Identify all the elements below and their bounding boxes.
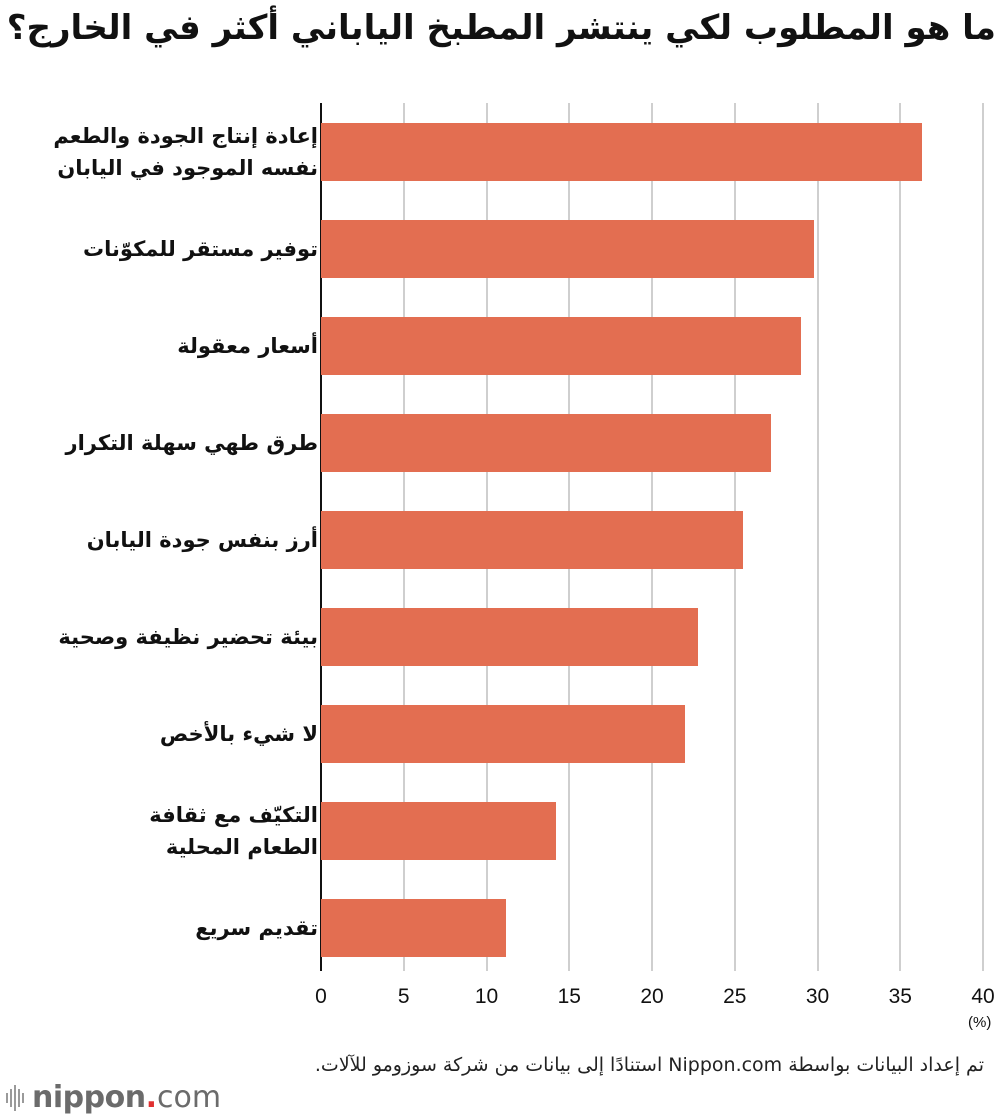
category-label: التكيّف مع ثقافة الطعام المحلية bbox=[149, 803, 318, 859]
category-label: أرز بنفس جودة اليابان bbox=[86, 528, 318, 552]
bar bbox=[321, 414, 772, 472]
category-label: أسعار معقولة bbox=[177, 334, 318, 358]
x-tick-label: 30 bbox=[805, 985, 830, 1008]
category-label: توفير مستقر للمكوّنات bbox=[83, 237, 318, 261]
x-tick-label: 5 bbox=[397, 985, 410, 1008]
chart-title: ما هو المطلوب لكي ينتشر المطبخ الياباني … bbox=[6, 8, 997, 48]
x-axis-unit: (%) bbox=[968, 1014, 992, 1031]
bar bbox=[321, 608, 699, 666]
x-tick-label: 15 bbox=[557, 985, 581, 1008]
category-label: بيئة تحضير نظيفة وصحية bbox=[58, 625, 318, 649]
gridline bbox=[982, 103, 984, 971]
bar bbox=[321, 899, 507, 957]
category-label: لا شيء بالأخص bbox=[159, 722, 318, 746]
x-tick-label: 40 bbox=[971, 985, 995, 1008]
x-tick-label: 0 bbox=[315, 985, 327, 1008]
bar bbox=[321, 123, 922, 181]
gridline bbox=[899, 103, 902, 971]
bar bbox=[321, 802, 556, 860]
logo-brand: nippon bbox=[32, 1080, 146, 1115]
sound-wave-icon bbox=[6, 1084, 24, 1111]
category-label: إعادة إنتاج الجودة والطعم نفسه الموجود في… bbox=[53, 124, 318, 180]
plot-area bbox=[320, 103, 984, 971]
x-tick-label: 20 bbox=[640, 985, 664, 1008]
bar bbox=[321, 220, 815, 278]
x-tick-label: 25 bbox=[723, 985, 747, 1008]
gridline bbox=[816, 103, 819, 971]
x-tick-label: 35 bbox=[888, 985, 912, 1008]
source-note: تم إعداد البيانات بواسطة Nippon.com استن… bbox=[314, 1054, 984, 1076]
bar bbox=[321, 317, 801, 375]
category-label: طرق طهي سهلة التكرار bbox=[65, 431, 318, 455]
logo-dot: . bbox=[145, 1080, 157, 1115]
logo-tld: com bbox=[156, 1080, 222, 1115]
x-tick-label: 10 bbox=[474, 985, 499, 1008]
bar bbox=[321, 511, 744, 569]
bar bbox=[321, 705, 686, 763]
category-label: تقديم سريع bbox=[195, 916, 318, 940]
nippon-logo: nippon. com bbox=[6, 1080, 221, 1115]
